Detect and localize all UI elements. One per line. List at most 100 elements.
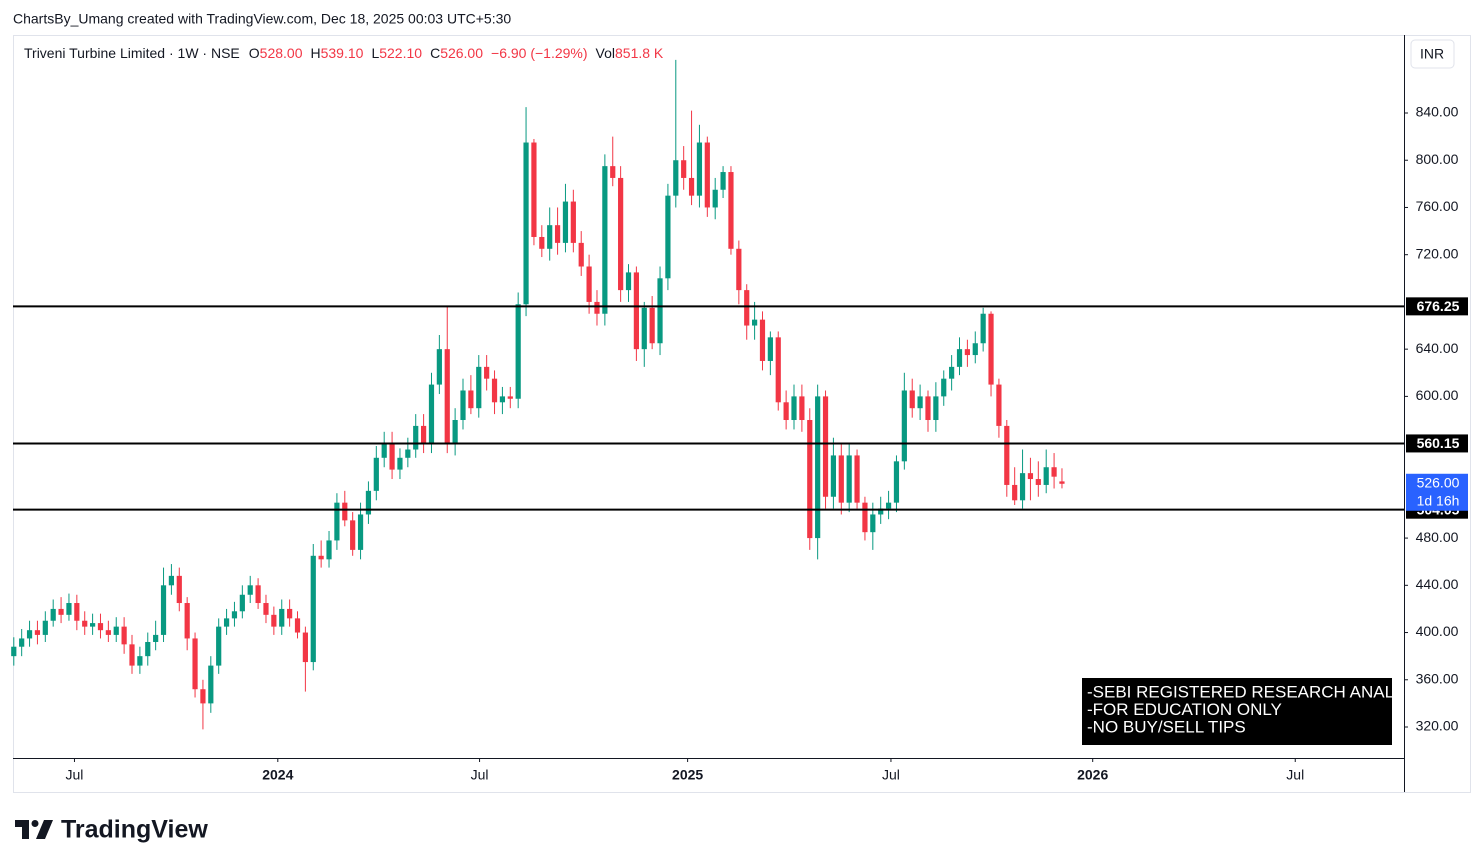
candle-body bbox=[618, 177, 624, 291]
candle-body bbox=[523, 142, 529, 305]
tradingview-logo: TradingView bbox=[15, 816, 208, 844]
candle-body bbox=[34, 630, 41, 635]
candle-body bbox=[885, 502, 892, 509]
candle-body bbox=[507, 396, 513, 399]
candle-body bbox=[160, 585, 167, 635]
candle-body bbox=[294, 618, 301, 633]
legend-symbol: Triveni Turbine Limited · 1W · NSE bbox=[24, 45, 240, 61]
header: ChartsBy_Umang created with TradingView.… bbox=[13, 11, 511, 27]
level-label: 560.15 bbox=[1417, 435, 1460, 451]
candle-body bbox=[153, 634, 159, 642]
y-tick-label: 800.00 bbox=[1416, 151, 1459, 167]
candle-body bbox=[365, 490, 372, 515]
candle-body bbox=[815, 396, 821, 539]
candle-body bbox=[830, 455, 837, 497]
candle-body bbox=[350, 520, 356, 550]
currency-box[interactable] bbox=[1410, 39, 1455, 69]
candle-body bbox=[925, 396, 931, 421]
candle-body bbox=[909, 390, 915, 409]
candle-body bbox=[26, 630, 33, 639]
candle-body bbox=[373, 457, 379, 491]
annotation-box bbox=[1082, 678, 1392, 745]
candle-body bbox=[176, 575, 182, 604]
candle-body bbox=[712, 189, 718, 208]
candle-body bbox=[82, 620, 88, 627]
y-tick-label: 640.00 bbox=[1416, 340, 1459, 356]
candle-body bbox=[452, 420, 458, 444]
annotation-line: -NO BUY/SELL TIPS bbox=[1087, 717, 1246, 736]
candle-body bbox=[50, 608, 56, 621]
level-label: 676.25 bbox=[1417, 298, 1460, 314]
candle-body bbox=[184, 603, 190, 639]
y-tick-label: 760.00 bbox=[1416, 198, 1459, 214]
candle-body bbox=[239, 594, 245, 612]
candle-body bbox=[66, 603, 72, 615]
candle-body bbox=[476, 366, 482, 409]
candle-body bbox=[1027, 473, 1034, 480]
y-tick-label: 400.00 bbox=[1416, 623, 1459, 639]
legend-key: C bbox=[430, 45, 440, 61]
candle-body bbox=[168, 575, 175, 586]
candle-body bbox=[428, 384, 435, 444]
legend-value: 526.00 bbox=[440, 45, 483, 61]
legend-volume-key: Vol bbox=[596, 45, 615, 61]
candle-body bbox=[208, 665, 214, 704]
candle-body bbox=[389, 443, 395, 470]
candle-body bbox=[791, 396, 797, 421]
candle-body bbox=[964, 349, 970, 356]
legend-value: 528.00 bbox=[260, 45, 303, 61]
y-tick-label: 440.00 bbox=[1416, 576, 1459, 592]
candle-body bbox=[263, 603, 269, 615]
legend-change: −6.90 (−1.29%) bbox=[491, 45, 588, 61]
candle-body bbox=[1012, 484, 1018, 501]
candle-body bbox=[657, 278, 663, 344]
candle-body bbox=[484, 366, 490, 379]
legend-key: H bbox=[310, 45, 320, 61]
candle-body bbox=[822, 396, 829, 497]
candle-body bbox=[42, 620, 48, 635]
candle-body bbox=[633, 272, 639, 350]
candle-body bbox=[665, 195, 671, 279]
currency: INR bbox=[1420, 46, 1444, 62]
legend-key: L bbox=[371, 45, 379, 61]
x-tick-label: Jul bbox=[1286, 767, 1304, 783]
candle-body bbox=[673, 160, 679, 196]
legend: Triveni Turbine Limited · 1W · NSE O528.0… bbox=[24, 45, 664, 61]
candle-body bbox=[19, 638, 25, 647]
footer-logo-text: TradingView bbox=[61, 816, 208, 844]
candle-body bbox=[554, 225, 561, 243]
candle-body bbox=[988, 313, 994, 385]
candle-body bbox=[980, 313, 986, 344]
candle-body bbox=[996, 384, 1002, 426]
annotation-line: -FOR EDUCATION ONLY bbox=[1087, 700, 1282, 719]
candle-body bbox=[838, 455, 844, 503]
candle-body bbox=[728, 172, 734, 249]
candle-body bbox=[58, 608, 64, 615]
candle-body bbox=[381, 443, 387, 458]
candle-body bbox=[759, 319, 766, 361]
candle-body bbox=[744, 290, 750, 326]
candle-body bbox=[752, 319, 758, 326]
candle-body bbox=[862, 502, 868, 533]
candle-body bbox=[807, 420, 813, 539]
candle-body bbox=[602, 166, 608, 314]
candle-body bbox=[113, 626, 119, 635]
candle-body bbox=[1035, 479, 1041, 485]
candle-body bbox=[74, 603, 80, 621]
candle-body bbox=[318, 555, 324, 560]
candle-body bbox=[767, 337, 773, 361]
candle-body bbox=[105, 630, 111, 635]
candle-body bbox=[11, 646, 17, 657]
candle-body bbox=[405, 449, 411, 458]
legend-key: O bbox=[249, 45, 260, 61]
candle-body bbox=[216, 626, 222, 666]
candle-body bbox=[570, 201, 576, 243]
level-label-box bbox=[1406, 297, 1468, 316]
last-price-box bbox=[1406, 473, 1468, 511]
candle-body bbox=[870, 514, 876, 533]
candle-body bbox=[342, 502, 348, 521]
y-tick-label: 720.00 bbox=[1416, 245, 1459, 261]
level-label-box bbox=[1406, 434, 1468, 453]
candle-body bbox=[121, 626, 127, 645]
candle-body bbox=[594, 301, 600, 314]
